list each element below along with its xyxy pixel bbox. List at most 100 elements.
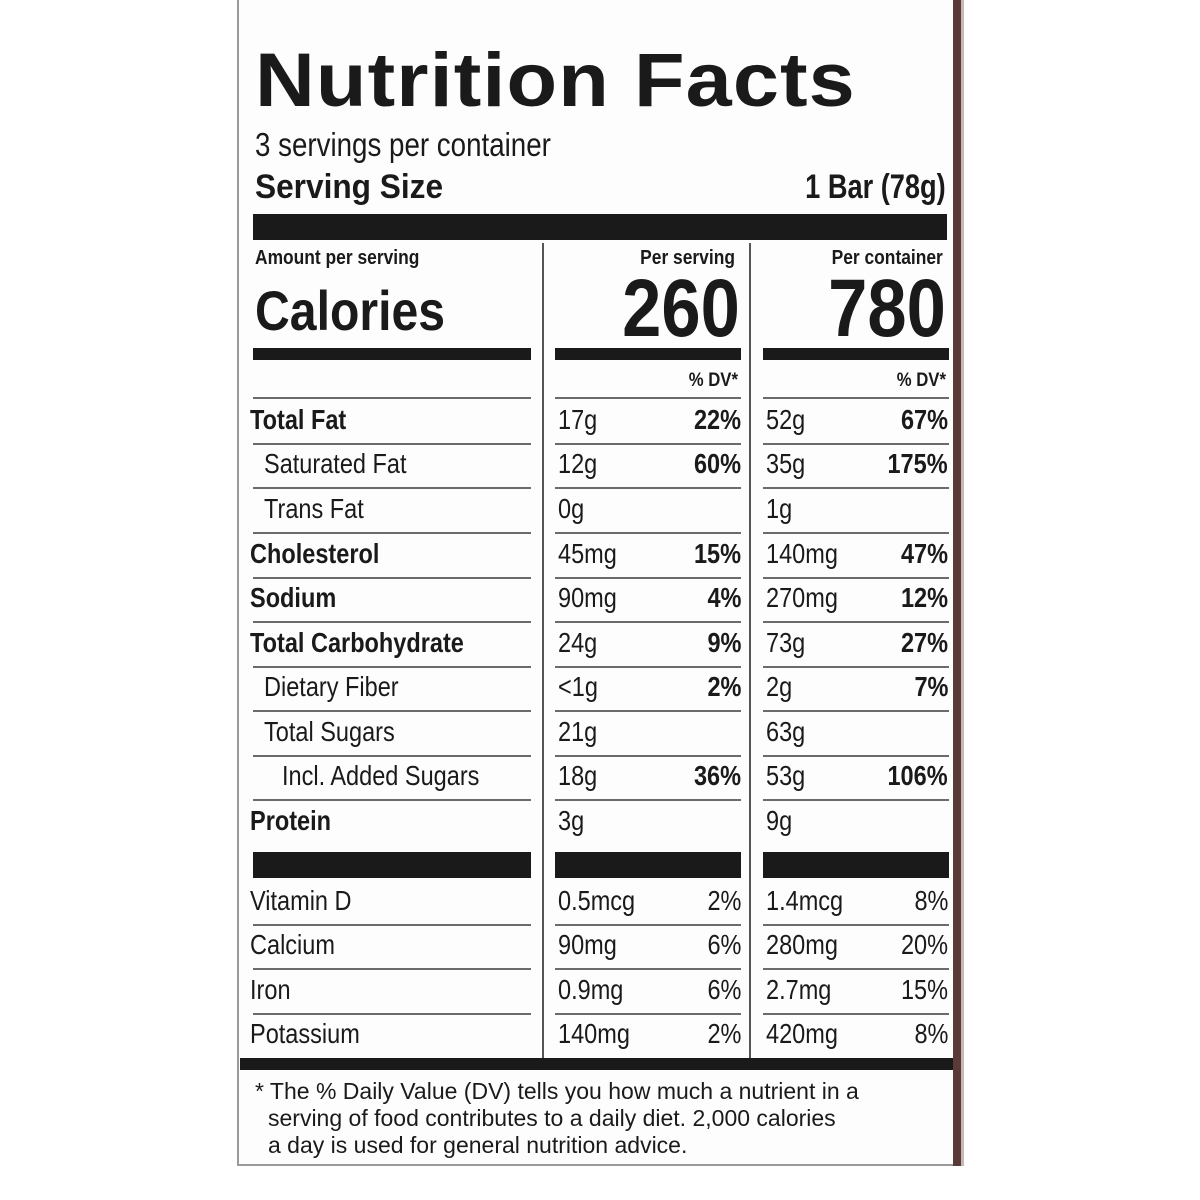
vitamin-name: Calcium <box>250 929 335 960</box>
vitamins-rule-serving <box>555 852 741 878</box>
row-rule-2 <box>763 443 949 445</box>
row-rule-1 <box>555 710 741 712</box>
row-rule-2 <box>763 487 949 489</box>
container-amount: 9g <box>766 805 793 836</box>
vitamin-container-dv: 20% <box>900 929 948 960</box>
serving-dv: 36% <box>693 760 741 791</box>
serving-dv: 22% <box>693 404 741 435</box>
calories-per-serving: 260 <box>622 263 740 354</box>
nutrient-name: Cholesterol <box>250 538 380 569</box>
row-rule-0 <box>253 799 531 801</box>
container-dv: 175% <box>887 448 948 479</box>
container-dv: 47% <box>900 538 948 569</box>
serving-amount: 0g <box>558 493 585 524</box>
vitamin-rule-2 <box>763 968 949 970</box>
row-rule-2 <box>763 799 949 801</box>
column-divider-serving <box>542 243 544 1058</box>
footnote-rule <box>240 1058 953 1070</box>
label-title: Nutrition Facts <box>255 38 856 123</box>
serving-dv: 2% <box>707 671 741 702</box>
row-rule-2 <box>763 532 949 534</box>
row-rule-0 <box>253 577 531 579</box>
vitamin-rule-0 <box>253 968 531 970</box>
per-container-header: Per container <box>831 247 943 269</box>
vitamins-rule-left <box>253 852 531 878</box>
serving-amount: 12g <box>558 448 598 479</box>
serving-size-label: Serving Size <box>255 168 444 206</box>
nutrient-name: Protein <box>250 805 332 836</box>
container-amount: 53g <box>766 760 806 791</box>
vitamin-serving-amount: 140mg <box>558 1018 630 1049</box>
serving-dv: 4% <box>707 582 741 613</box>
vitamin-rule-2 <box>763 1013 949 1015</box>
serving-amount: 17g <box>558 404 598 435</box>
vitamin-serving-dv: 2% <box>707 1018 741 1049</box>
container-dv: 27% <box>900 627 948 658</box>
nutrient-name: Trans Fat <box>264 493 364 524</box>
container-dv: 7% <box>914 671 948 702</box>
container-dv: 67% <box>900 404 948 435</box>
container-amount: 52g <box>766 404 806 435</box>
package-edge <box>953 0 961 1166</box>
row-rule-0 <box>253 487 531 489</box>
nutrient-name: Incl. Added Sugars <box>282 760 480 791</box>
dv-header-serving: % DV* <box>688 370 738 391</box>
container-dv: 106% <box>887 760 948 791</box>
serving-dv: 9% <box>707 627 741 658</box>
serving-size-rule <box>253 214 947 240</box>
vitamin-name: Vitamin D <box>250 885 352 916</box>
serving-amount: 90mg <box>558 582 617 613</box>
container-amount: 270mg <box>766 582 838 613</box>
calories-rule-container <box>763 348 949 360</box>
vitamin-container-amount: 2.7mg <box>766 974 832 1005</box>
vitamin-serving-dv: 6% <box>707 929 741 960</box>
vitamin-serving-amount: 0.9mg <box>558 974 624 1005</box>
calories-rule-serving <box>555 348 741 360</box>
vitamin-name: Potassium <box>250 1018 360 1049</box>
vitamin-serving-amount: 90mg <box>558 929 617 960</box>
column-divider-container <box>749 243 751 1058</box>
vitamin-rule-1 <box>555 968 741 970</box>
calories-per-container: 780 <box>828 263 946 354</box>
nutrition-label <box>237 0 953 1166</box>
row-rule-0 <box>253 443 531 445</box>
row-rule-1 <box>555 532 741 534</box>
serving-amount: <1g <box>558 671 598 702</box>
nutrient-name: Saturated Fat <box>264 448 407 479</box>
row-rule-1 <box>555 487 741 489</box>
row-rule-top-2 <box>763 397 949 399</box>
row-rule-2 <box>763 666 949 668</box>
vitamin-rule-1 <box>555 1013 741 1015</box>
vitamin-container-dv: 8% <box>914 1018 948 1049</box>
vitamin-rule-0 <box>253 1013 531 1015</box>
nutrient-name: Total Sugars <box>264 716 395 747</box>
container-amount: 73g <box>766 627 806 658</box>
container-amount: 63g <box>766 716 806 747</box>
container-amount: 2g <box>766 671 793 702</box>
footnote-line-2: serving of food contributes to a daily d… <box>268 1105 836 1131</box>
servings-per-container: 3 servings per container <box>255 126 551 163</box>
nutrient-name: Dietary Fiber <box>264 671 399 702</box>
serving-dv: 15% <box>693 538 741 569</box>
container-amount: 35g <box>766 448 806 479</box>
container-amount: 1g <box>766 493 793 524</box>
row-rule-1 <box>555 666 741 668</box>
dv-header-container: % DV* <box>896 370 946 391</box>
calories-rule-left <box>253 348 531 360</box>
vitamin-container-amount: 1.4mcg <box>766 885 844 916</box>
row-rule-1 <box>555 443 741 445</box>
vitamin-serving-dv: 6% <box>707 974 741 1005</box>
nutrient-name: Total Carbohydrate <box>250 627 464 658</box>
vitamin-name: Iron <box>250 974 291 1005</box>
vitamin-container-amount: 280mg <box>766 929 838 960</box>
nutrient-name: Total Fat <box>250 404 347 435</box>
package-edge-highlight <box>961 0 964 1166</box>
container-amount: 140mg <box>766 538 838 569</box>
serving-amount: 45mg <box>558 538 617 569</box>
calories-label: Calories <box>255 279 446 342</box>
container-dv: 12% <box>900 582 948 613</box>
row-rule-2 <box>763 621 949 623</box>
row-rule-0 <box>253 621 531 623</box>
row-rule-2 <box>763 755 949 757</box>
vitamin-serving-amount: 0.5mcg <box>558 885 636 916</box>
